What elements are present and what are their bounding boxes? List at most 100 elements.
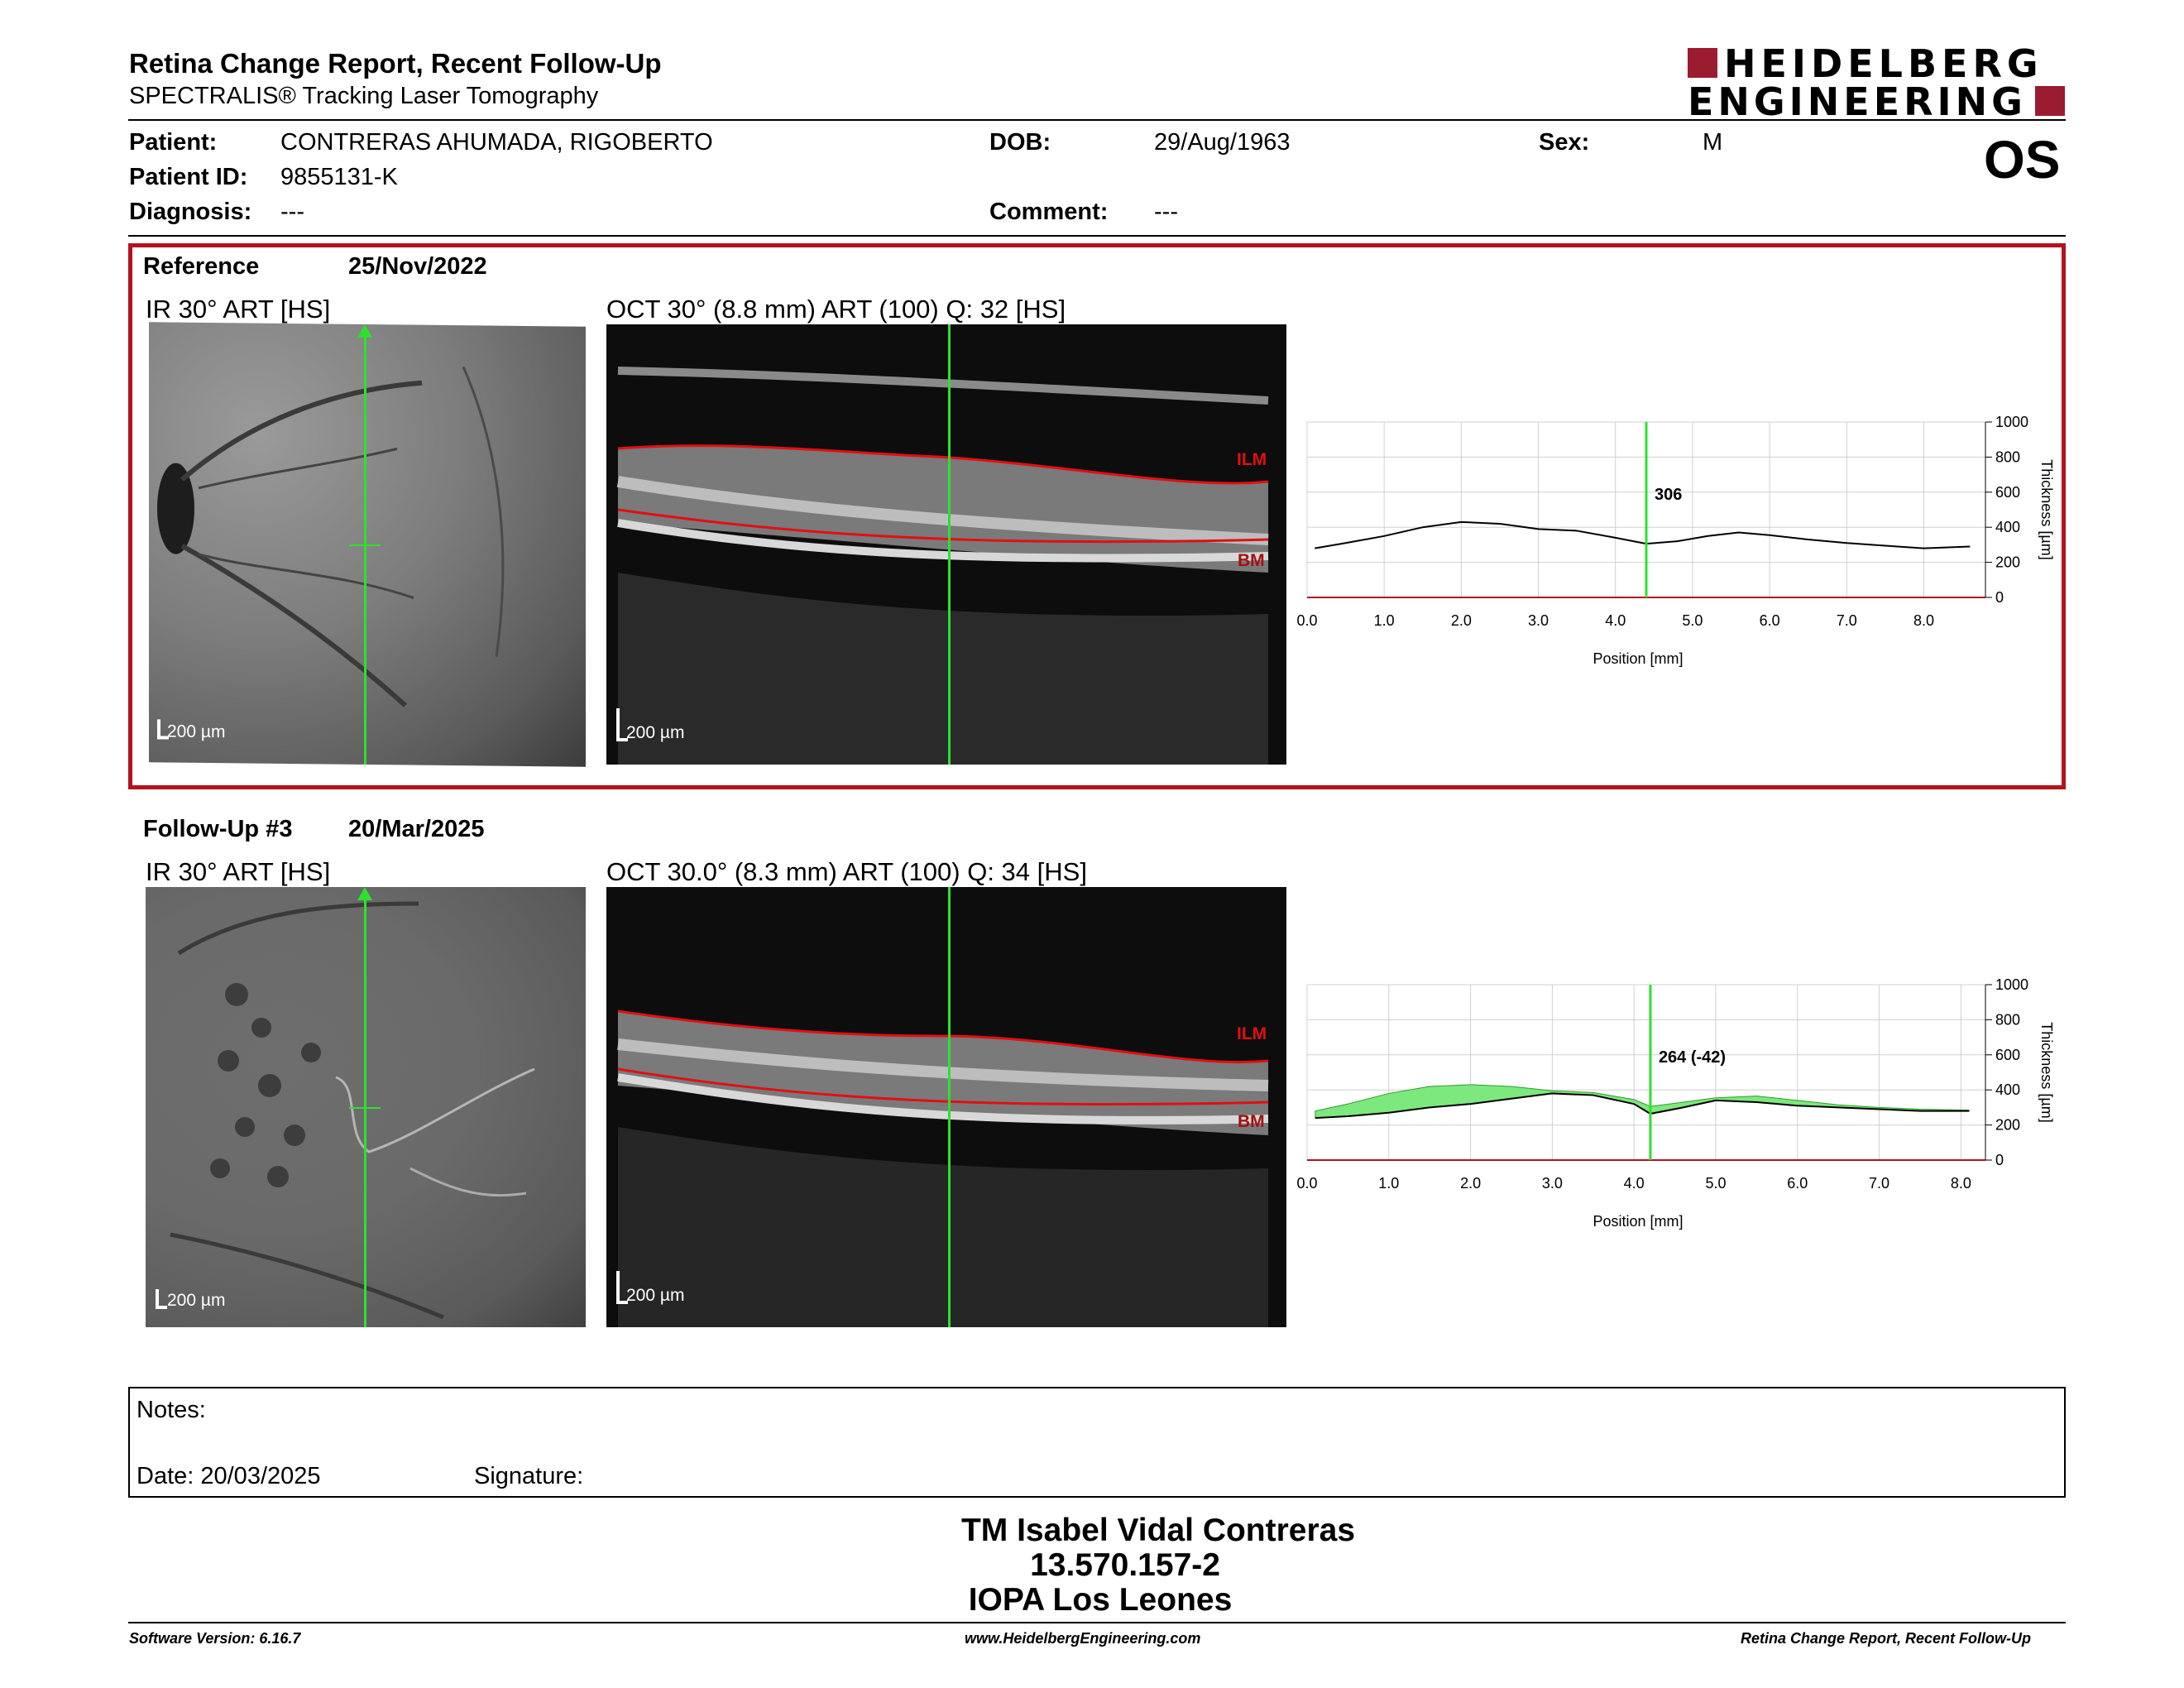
followup-crosshair-icon [349, 1107, 381, 1109]
reference-oct-layers [616, 367, 1269, 765]
x-tick-label: 7.0 [1837, 612, 1857, 629]
followup-retinal-vessels [170, 901, 535, 1320]
y-tick-label: 1000 [1995, 414, 2028, 430]
x-tick-label: 0.0 [1296, 1175, 1317, 1192]
y-tick-label: 1000 [1995, 976, 2028, 993]
reference-ir-caption: IR 30° ART [HS] [146, 295, 331, 324]
followup-ir-scalebar-v [156, 1289, 159, 1309]
followup-ir-scan-line [364, 892, 366, 1327]
thickness-series-line [1315, 1092, 1970, 1120]
x-tick-label: 8.0 [1913, 612, 1934, 629]
sex-label: Sex: [1539, 129, 1590, 156]
x-tick-label: 7.0 [1869, 1175, 1889, 1192]
followup-ir-scalebar-h [156, 1306, 167, 1309]
reference-thickness-chart: 0.0 1.0 2.0 3.0 4.0 5.0 6.0 7.0 8.0 0 200 400 600 800… [1296, 414, 2055, 667]
patient-divider [128, 235, 2066, 237]
x-axis-label: Position [mm] [1592, 650, 1683, 667]
patient-id-value: 9855131-K [280, 164, 398, 190]
logo-line1: HEIDELBERG [1724, 41, 2043, 86]
x-tick-label: 2.0 [1451, 612, 1472, 629]
diagnosis-value: --- [280, 199, 304, 225]
reference-oct-image: ILM BM 200 µm [606, 324, 1286, 765]
x-tick-label: 3.0 [1528, 612, 1549, 629]
thickness-series-line [1315, 520, 1971, 549]
followup-oct-image: ILM BM 200 µm [606, 887, 1286, 1327]
logo-square-icon-2 [2035, 86, 2065, 116]
patient-value: CONTRERAS AHUMADA, RIGOBERTO [280, 129, 713, 156]
dob-value: 29/Aug/1963 [1154, 129, 1291, 156]
notes-box: Notes: Date: 20/03/2025 Signature: [128, 1387, 2066, 1498]
footer-divider [128, 1622, 2066, 1623]
x-tick-label: 4.0 [1605, 612, 1626, 629]
followup-thickness-chart: 0.0 1.0 2.0 3.0 4.0 5.0 6.0 7.0 8.0 0 200 400 600 800… [1296, 976, 2055, 1230]
logo-square-icon [1688, 48, 1717, 78]
followup-ilm-label: ILM [1237, 1024, 1267, 1043]
followup-oct-scalebar-h [616, 1301, 628, 1304]
notes-date: Date: 20/03/2025 [136, 1463, 321, 1489]
followup-ir-caption: IR 30° ART [HS] [146, 857, 331, 886]
y-tick-label: 800 [1995, 448, 2020, 465]
reference-date: 25/Nov/2022 [348, 253, 487, 280]
crosshair-icon [349, 544, 381, 546]
heidelberg-logo: HEIDELBERG ENGINEERING [1688, 41, 2068, 124]
comment-label: Comment: [989, 199, 1109, 225]
followup-label: Follow-Up #3 [143, 816, 293, 842]
y-tick-label: 0 [1995, 1152, 2004, 1168]
diagnosis-label: Diagnosis: [129, 199, 252, 225]
reference-ir-image: 200 µm [149, 322, 586, 767]
followup-oct-scale: 200 µm [626, 1286, 685, 1305]
followup-oct-layers [617, 1009, 1269, 1327]
followup-oct-scalebar-v [616, 1271, 620, 1304]
x-tick-label: 2.0 [1460, 1175, 1481, 1192]
patient-id-label: Patient ID: [129, 164, 248, 190]
reference-oct-caption: OCT 30° (8.8 mm) ART (100) Q: 32 [HS] [606, 295, 1066, 324]
cursor-value-label: 264 (-42) [1659, 1048, 1726, 1067]
reference-ilm-label: ILM [1237, 450, 1267, 469]
report-subtitle: SPECTRALIS® Tracking Laser Tomography [129, 83, 599, 109]
x-axis-label: Position [mm] [1592, 1213, 1683, 1230]
reference-ir-scan-line [364, 329, 366, 765]
x-tick-label: 3.0 [1542, 1175, 1563, 1192]
header-divider [128, 119, 2066, 121]
y-tick-label: 400 [1995, 519, 2020, 535]
reference-oct-scale: 200 µm [626, 723, 685, 742]
footer-website: www.HeidelbergEngineering.com [965, 1630, 1201, 1647]
logo-line2: ENGINEERING [1688, 79, 2027, 124]
reference-panel [128, 243, 2066, 789]
patient-label: Patient: [129, 129, 218, 156]
footer-report-name: Retina Change Report, Recent Follow-Up [1741, 1630, 2032, 1647]
followup-bm-label: BM [1238, 1112, 1265, 1131]
y-tick-label: 200 [1995, 1117, 2020, 1134]
x-tick-label: 8.0 [1951, 1175, 1971, 1192]
x-tick-label: 1.0 [1378, 1175, 1399, 1192]
y-tick-label: 200 [1995, 554, 2020, 571]
y-axis-label: Thickness [µm] [2038, 1022, 2055, 1122]
x-tick-label: 4.0 [1624, 1175, 1645, 1192]
oct-scalebar-v [616, 708, 620, 741]
x-tick-label: 5.0 [1682, 612, 1703, 629]
x-tick-label: 5.0 [1705, 1175, 1726, 1192]
comment-value: --- [1154, 199, 1178, 225]
x-tick-label: 1.0 [1374, 612, 1395, 629]
followup-oct-scan-line [948, 887, 951, 1327]
report-title: Retina Change Report, Recent Follow-Up [129, 48, 662, 79]
notes-signature-label: Signature: [474, 1463, 584, 1489]
x-tick-label: 6.0 [1760, 612, 1780, 629]
signature-name: TM Isabel Vidal Contreras [960, 1513, 1356, 1548]
notes-label: Notes: [136, 1397, 206, 1423]
y-tick-label: 800 [1995, 1011, 2020, 1028]
x-tick-label: 0.0 [1296, 612, 1317, 629]
footer-software: Software Version: 6.16.7 [129, 1630, 301, 1647]
signature-org: IOPA Los Leones [968, 1582, 1233, 1618]
followup-arrow-up-icon [357, 887, 372, 900]
y-tick-label: 600 [1995, 484, 2020, 501]
y-axis-label: Thickness [µm] [2038, 459, 2055, 559]
oct-scalebar-h [616, 738, 628, 741]
sex-value: M [1703, 129, 1723, 156]
followup-ir-scale: 200 µm [167, 1291, 226, 1310]
arrow-up-icon [357, 324, 372, 338]
y-tick-label: 0 [1995, 589, 2004, 606]
x-tick-label: 6.0 [1787, 1175, 1808, 1192]
reference-bm-label: BM [1238, 551, 1265, 570]
retinal-vessels [180, 366, 505, 707]
